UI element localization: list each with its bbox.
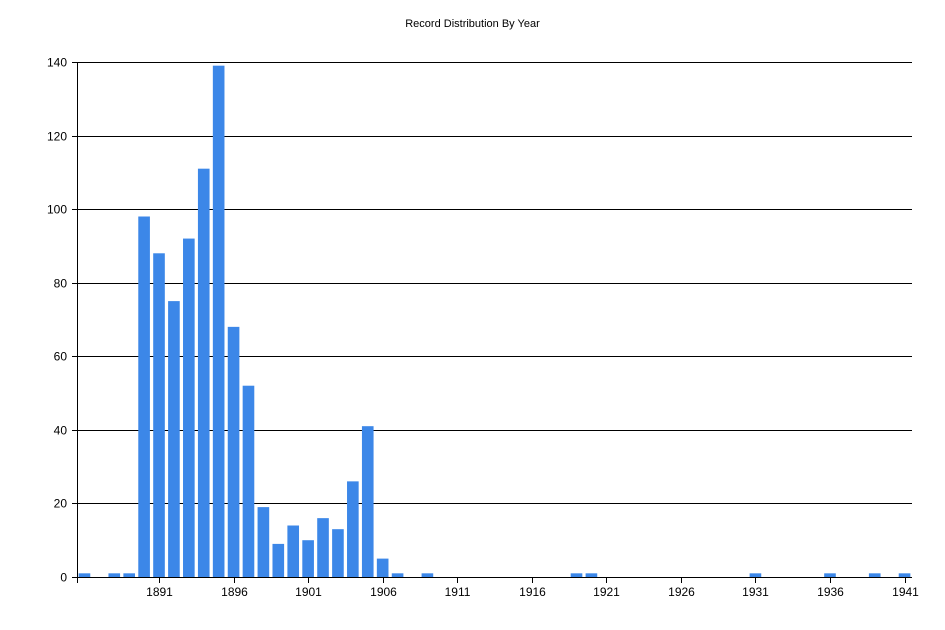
bar xyxy=(78,573,91,577)
y-tick-label: 0 xyxy=(60,571,67,585)
bar xyxy=(868,573,881,577)
bar xyxy=(898,573,911,577)
y-tick-label: 20 xyxy=(54,497,68,511)
y-tick-label: 100 xyxy=(47,203,67,217)
y-tick-labels: 0 20 40 60 80 100 120 140 xyxy=(47,56,67,585)
x-tick-label: 1896 xyxy=(221,585,248,599)
bar xyxy=(332,529,344,577)
x-tick-label: 1891 xyxy=(146,585,173,599)
bar xyxy=(361,426,374,577)
y-tick-label: 60 xyxy=(54,350,68,364)
y-tick-label: 120 xyxy=(47,130,67,144)
gridlines xyxy=(77,62,912,504)
bar xyxy=(257,507,270,577)
bar xyxy=(138,216,150,577)
bar xyxy=(585,573,598,577)
x-tick-label: 1931 xyxy=(742,585,769,599)
bar xyxy=(287,525,300,577)
bar xyxy=(391,573,404,577)
x-tick-label: 1906 xyxy=(370,585,397,599)
x-tick-label: 1901 xyxy=(295,585,322,599)
x-tick-label: 1936 xyxy=(817,585,844,599)
x-tick-label: 1916 xyxy=(519,585,546,599)
bar xyxy=(421,573,434,577)
bar xyxy=(824,573,836,577)
bar xyxy=(153,253,165,578)
bar xyxy=(570,573,583,577)
y-tick-label: 80 xyxy=(54,277,68,291)
y-tick-label: 40 xyxy=(54,424,68,438)
bar xyxy=(183,238,195,577)
x-tick-label: 1921 xyxy=(593,585,620,599)
bar xyxy=(376,558,389,577)
bar xyxy=(212,65,225,578)
bar xyxy=(272,543,285,577)
x-tick-labels: 1891 1896 1901 1906 1911 1916 1921 1926 1931 1936… xyxy=(146,585,919,599)
axes xyxy=(72,62,912,583)
bar xyxy=(749,573,762,577)
y-tick-label: 140 xyxy=(47,56,67,70)
x-tick-label: 1911 xyxy=(445,585,471,599)
bar xyxy=(347,481,359,577)
bar xyxy=(123,573,135,577)
bar xyxy=(242,385,255,577)
bar xyxy=(108,573,121,577)
bars xyxy=(78,65,911,578)
x-tick-label: 1926 xyxy=(668,585,695,599)
bar xyxy=(197,168,210,577)
bar xyxy=(302,540,314,577)
chart-title: Record Distribution By Year xyxy=(405,18,540,30)
x-tick-label: 1941 xyxy=(892,585,919,599)
bar xyxy=(317,518,329,577)
bar xyxy=(168,301,180,577)
bar xyxy=(227,326,240,577)
